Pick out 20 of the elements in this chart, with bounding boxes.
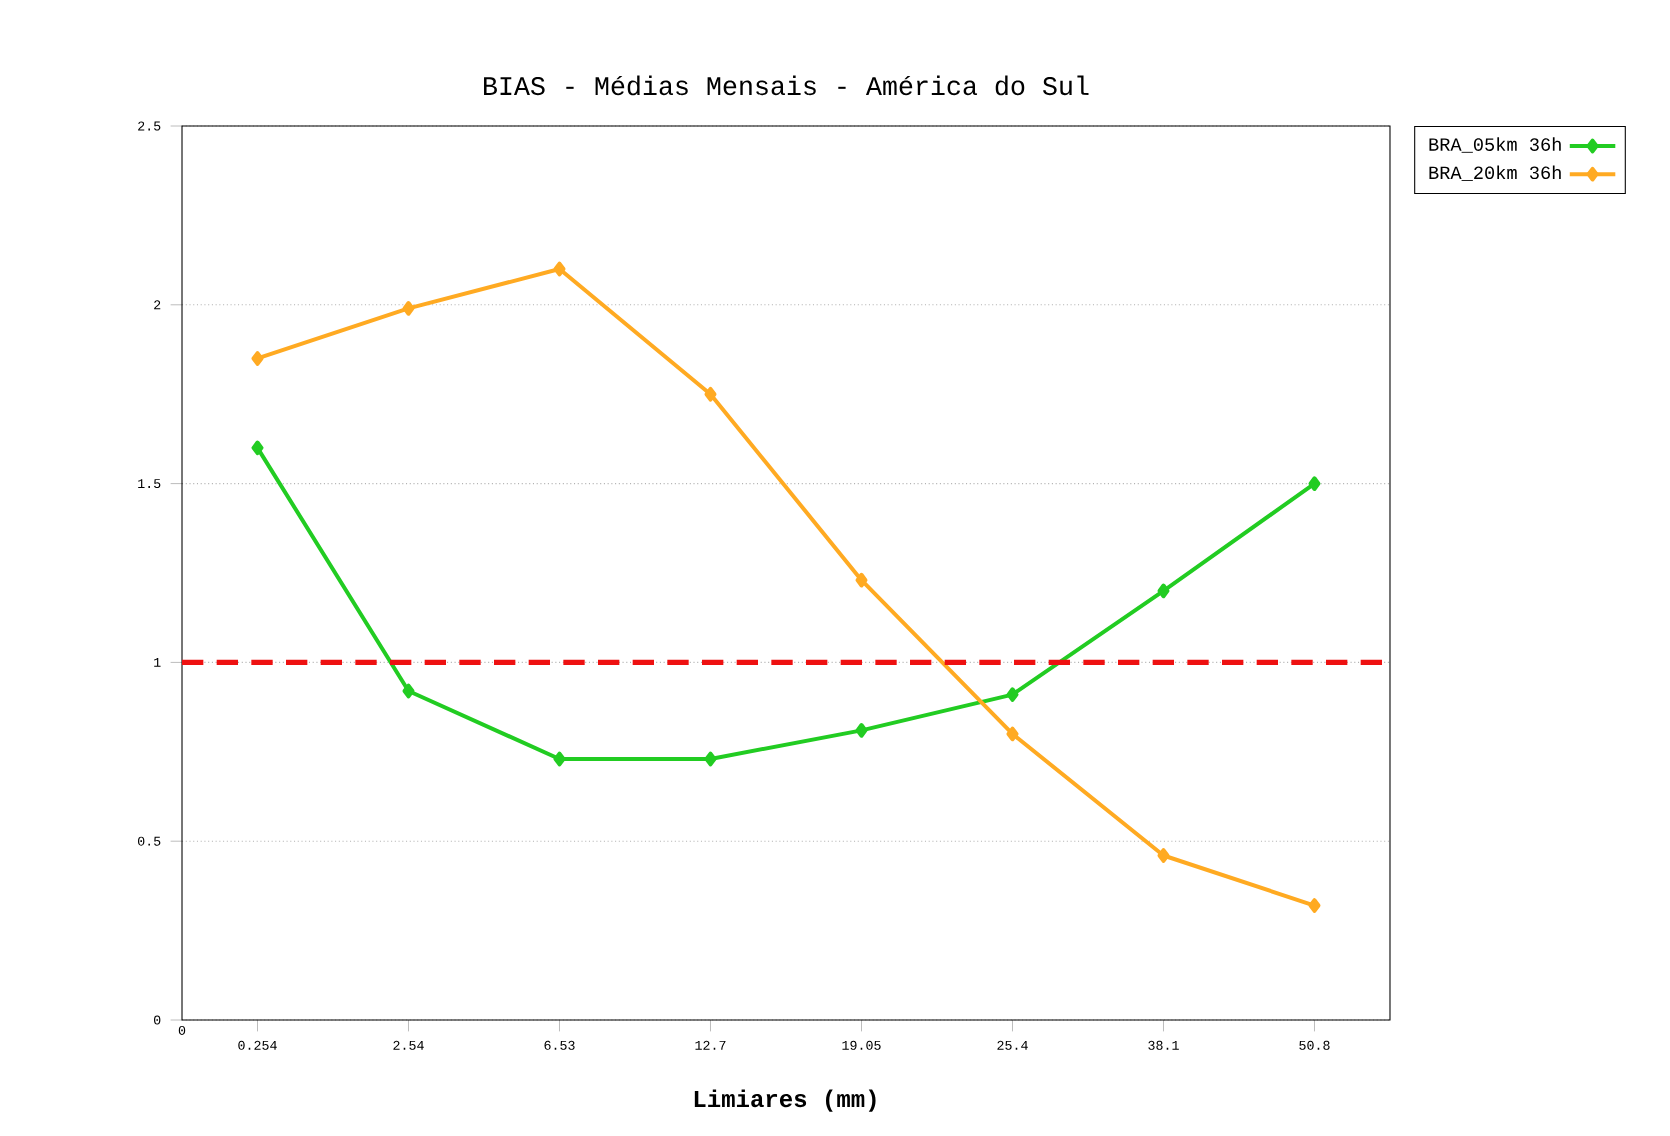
chart-title: BIAS - Médias Mensais - América do Sul bbox=[484, 75, 1089, 96]
legend-label: BRA_05km 36h bbox=[1429, 137, 1561, 153]
x-axis-title: Limiares (mm) bbox=[694, 1089, 876, 1112]
point bbox=[855, 572, 868, 588]
point bbox=[251, 351, 264, 366]
point bbox=[402, 301, 415, 316]
legend-label: BRA_20km 36h bbox=[1429, 165, 1561, 181]
point bbox=[1006, 687, 1019, 702]
point bbox=[251, 440, 264, 456]
point bbox=[855, 723, 868, 738]
point bbox=[704, 386, 717, 402]
point bbox=[704, 751, 717, 767]
point bbox=[553, 751, 566, 767]
point bbox=[1308, 476, 1321, 491]
point bbox=[1006, 726, 1019, 742]
point bbox=[402, 683, 415, 699]
point bbox=[1157, 848, 1170, 863]
point bbox=[1308, 898, 1321, 913]
point bbox=[553, 261, 566, 277]
point bbox=[1157, 583, 1170, 599]
